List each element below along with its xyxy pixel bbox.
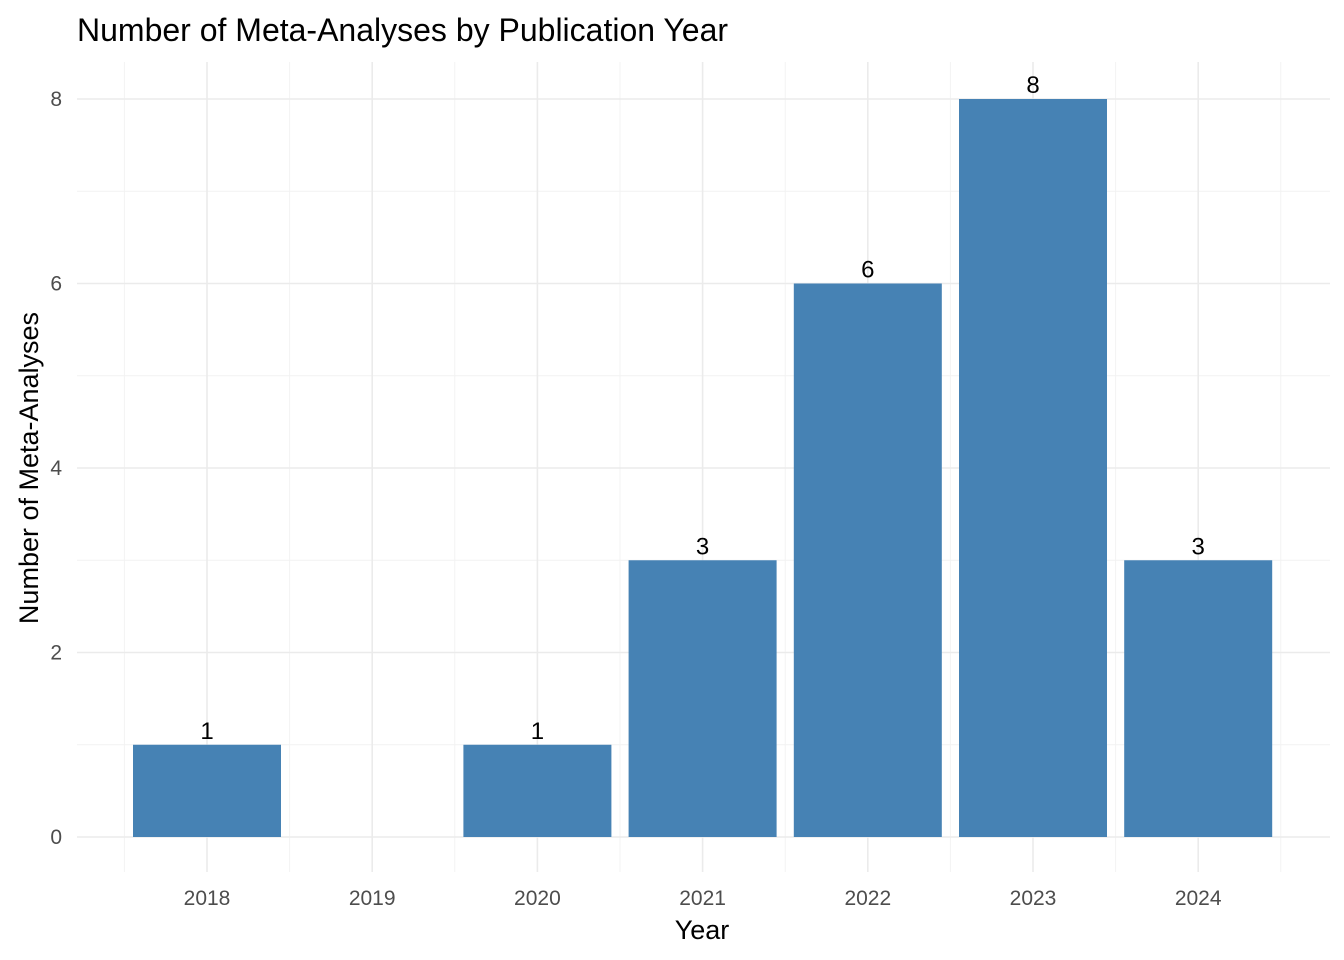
y-tick-label: 4 [50, 457, 62, 480]
bar-2023 [959, 99, 1107, 837]
data-label-2022: 6 [861, 257, 874, 284]
x-tick-label-2020: 2020 [514, 887, 561, 910]
x-tick-label-2019: 2019 [349, 887, 396, 910]
y-tick-label: 6 [50, 273, 62, 296]
bar-2024 [1124, 560, 1273, 837]
x-tick-label-2022: 2022 [844, 887, 891, 910]
x-tick-label-2023: 2023 [1010, 887, 1057, 910]
data-label-2018: 1 [200, 718, 213, 745]
y-tick-label: 8 [50, 88, 62, 111]
data-labels: 1 1 3 6 8 3 [200, 72, 1205, 745]
data-label-2020: 1 [531, 718, 544, 745]
data-label-2021: 3 [696, 533, 709, 560]
x-tick-label-2024: 2024 [1175, 887, 1222, 910]
y-tick-label: 2 [50, 642, 62, 665]
bars [133, 99, 1273, 837]
data-label-2023: 8 [1026, 72, 1039, 99]
data-label-2024: 3 [1192, 533, 1205, 560]
bar-2022 [793, 283, 942, 837]
bar-2020 [463, 744, 612, 837]
x-axis-title: Year [675, 915, 730, 945]
y-tick-label: 0 [50, 826, 62, 849]
x-tick-label-2018: 2018 [184, 887, 231, 910]
x-axis-ticks: 2018 2019 2020 2021 2022 2023 2024 [184, 887, 1222, 910]
bar-2021 [628, 560, 777, 837]
x-tick-label-2021: 2021 [679, 887, 726, 910]
y-axis-title: Number of Meta-Analyses [14, 312, 44, 624]
chart-title: Number of Meta-Analyses by Publication Y… [77, 12, 728, 48]
bar-2018 [133, 744, 281, 837]
y-axis-ticks: 0 2 4 6 8 [50, 88, 62, 849]
